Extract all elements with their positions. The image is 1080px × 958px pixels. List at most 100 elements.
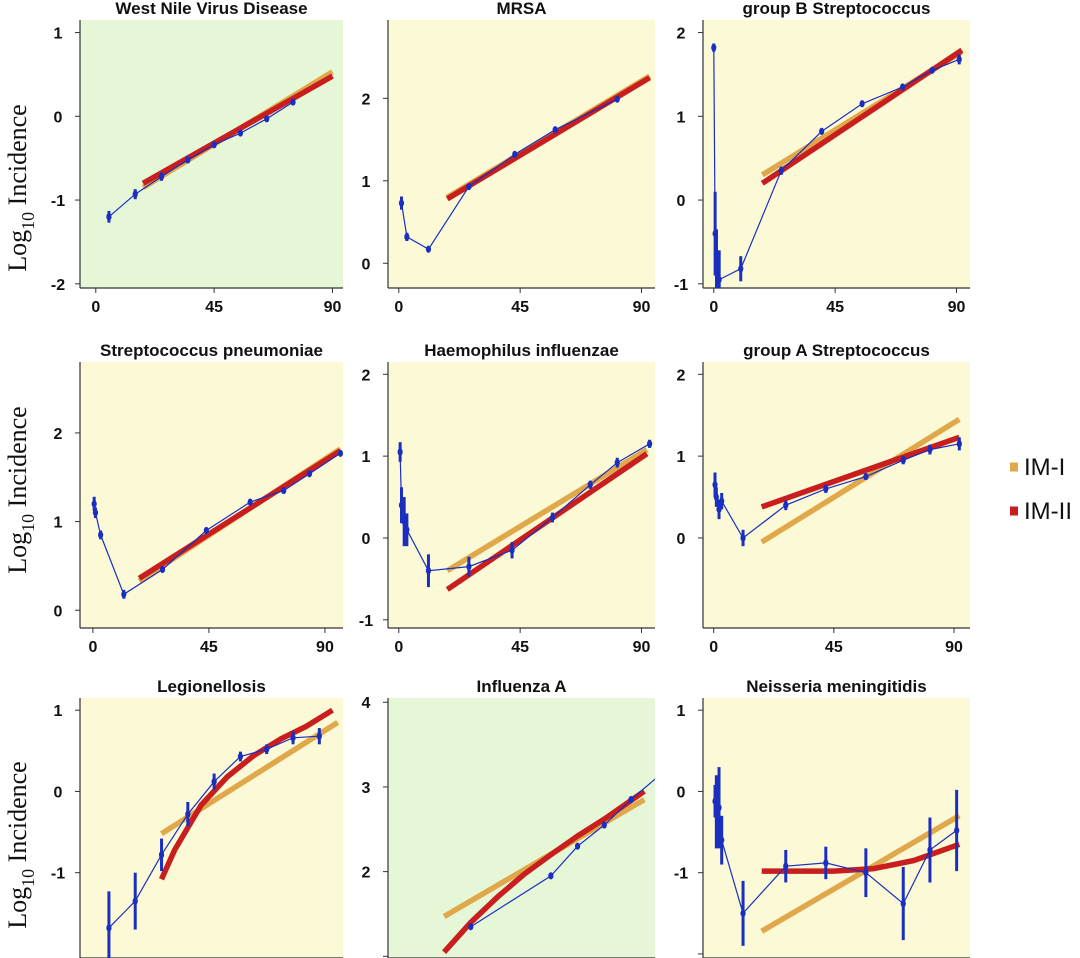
y-tick-label: 0 [677, 531, 686, 548]
data-point [466, 182, 472, 191]
x-tick-label: 90 [948, 299, 966, 316]
data-point [512, 150, 518, 159]
y-tick-label: 0 [54, 603, 63, 620]
data-point [711, 44, 717, 52]
panel-neisseria-meningitidis: Neisseria meningitidis -1 0 1 [674, 677, 970, 958]
data-point [509, 546, 515, 554]
y-tick-label: -1 [674, 277, 688, 294]
y-tick-label: -1 [674, 866, 688, 883]
data-point [647, 440, 653, 448]
data-point [92, 509, 99, 517]
data-point [290, 98, 296, 106]
data-point [783, 862, 789, 870]
data-point [237, 129, 244, 137]
data-point [264, 115, 270, 123]
panel-title: Neisseria meningitidis [746, 677, 926, 696]
plot-content [711, 43, 964, 288]
y-tick-label: -1 [51, 193, 65, 210]
data-point [819, 127, 825, 135]
data-point [306, 470, 313, 478]
data-point [863, 472, 869, 481]
y-tick-label: 2 [362, 91, 371, 108]
panel-west-nile-virus-disease: West Nile Virus Disease -2 -1 0 1 0 45 90 [51, 0, 343, 316]
x-tick-label: 45 [826, 299, 844, 316]
data-point [404, 233, 410, 241]
panel-group-a-streptococcus: group A Streptococcus 0 1 2 0 45 90 [677, 341, 970, 656]
data-point [158, 173, 165, 181]
data-point [859, 100, 865, 108]
data-point [655, 773, 660, 780]
plot-area [80, 698, 343, 958]
data-point [716, 276, 722, 284]
data-point [927, 846, 933, 854]
fit-line-im-i [445, 447, 649, 574]
data-point [290, 734, 296, 742]
plot-content [91, 446, 343, 599]
panel-title: MRSA [496, 0, 546, 18]
data-point [719, 497, 725, 505]
y-tick-label: 1 [677, 703, 686, 720]
x-tick-label: 90 [316, 639, 334, 656]
data-point [185, 810, 191, 818]
data-point [614, 459, 620, 467]
data-point [121, 590, 127, 598]
observed-line [93, 452, 341, 596]
svg-text:Log10 Incidence: Log10 Incidence [3, 406, 38, 573]
legend-label-im-ii: IM-II [1024, 498, 1072, 525]
data-point [954, 826, 960, 835]
data-point [466, 563, 472, 571]
panel-group-b-streptococcus: group B Streptococcus -1 0 1 2 0 45 90 [674, 0, 970, 316]
data-point [237, 752, 244, 761]
y-tick-label: 1 [54, 515, 63, 532]
plot-content [712, 767, 961, 946]
y-tick-label: -1 [51, 866, 65, 883]
x-tick-label: 45 [511, 299, 529, 316]
panel-streptococcus-pneumoniae: Streptococcus pneumoniae 0 1 2 0 45 90 [54, 341, 343, 656]
data-point [264, 745, 270, 753]
data-point [740, 909, 746, 917]
data-point [823, 859, 829, 867]
data-point [778, 167, 784, 175]
panel-title: group A Streptococcus [743, 341, 930, 360]
plot-content [106, 707, 340, 958]
data-point [203, 526, 209, 535]
data-point [899, 83, 906, 91]
fit-line-im-i [760, 813, 961, 934]
y-tick-label: 0 [677, 193, 686, 210]
data-point [716, 804, 722, 812]
data-point [281, 486, 287, 495]
y-tick-label: 1 [362, 449, 371, 466]
fit-line-im-i [160, 720, 340, 837]
y-tick-label: 0 [677, 784, 686, 801]
y-tick-label: 0 [362, 256, 371, 273]
y-tick-label: 2 [362, 367, 371, 384]
y-tick-label: -2 [51, 277, 65, 294]
data-point [425, 245, 432, 253]
y-tick-label: 1 [677, 449, 686, 466]
x-tick-label: 0 [394, 299, 403, 316]
observed-line [470, 778, 655, 928]
x-tick-label: 0 [709, 299, 718, 316]
x-tick-label: 0 [91, 299, 100, 316]
x-tick-label: 45 [205, 299, 223, 316]
data-point [158, 851, 165, 859]
data-point [316, 732, 322, 740]
plot-content [106, 69, 334, 223]
fit-line-im-ii [442, 788, 646, 954]
fit-line-im-i [760, 416, 961, 545]
plot-area [388, 698, 655, 958]
panel-title: Legionellosis [157, 677, 266, 696]
panel-mrsa: MRSA 0 1 2 0 45 90 [362, 0, 655, 316]
y-axis-title-log: Log [3, 532, 32, 574]
data-point [337, 449, 343, 457]
data-point [783, 501, 789, 509]
y-tick-label: 0 [54, 784, 63, 801]
y-axis-title-subscript: 10 [18, 869, 38, 887]
y-tick-label: 0 [362, 531, 371, 548]
data-point [628, 796, 634, 804]
data-point [552, 126, 558, 134]
y-tick-label: 4 [362, 695, 371, 712]
y-tick-label: 3 [362, 780, 371, 797]
plot-area [388, 362, 655, 628]
y-axis-title-rest: Incidence [3, 104, 32, 212]
